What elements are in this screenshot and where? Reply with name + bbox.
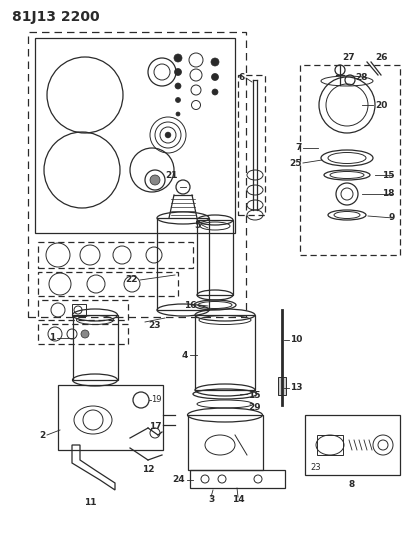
Bar (188, 415, 263, 470)
Bar (305, 415, 400, 475)
Bar (72, 304, 86, 316)
Bar (278, 377, 286, 395)
Circle shape (150, 175, 160, 185)
Circle shape (165, 132, 171, 138)
Bar (300, 65, 400, 255)
Text: 23: 23 (310, 463, 321, 472)
Bar (35, 38, 235, 233)
Bar (238, 75, 265, 215)
Circle shape (81, 330, 89, 338)
Text: 7: 7 (296, 143, 302, 152)
Circle shape (212, 89, 218, 95)
Bar (157, 218, 209, 310)
Bar (28, 32, 246, 317)
Circle shape (174, 54, 182, 62)
Circle shape (175, 69, 182, 76)
Text: 14: 14 (232, 496, 244, 505)
Bar (73, 315, 118, 380)
Bar (197, 220, 233, 295)
Bar (195, 315, 255, 390)
Circle shape (175, 83, 181, 89)
Bar (38, 242, 193, 268)
Text: 4: 4 (182, 351, 188, 359)
Text: 6: 6 (239, 72, 245, 82)
Bar (317, 435, 343, 455)
Bar (38, 272, 178, 296)
Circle shape (211, 58, 219, 66)
Text: 23: 23 (148, 320, 161, 329)
Text: 26: 26 (375, 53, 388, 62)
Text: 15: 15 (248, 391, 261, 400)
Text: 22: 22 (125, 276, 138, 285)
Text: 24: 24 (172, 475, 185, 484)
Text: 5: 5 (194, 221, 200, 230)
Text: 9: 9 (389, 214, 395, 222)
Text: 19: 19 (151, 395, 162, 405)
Text: 25: 25 (289, 158, 302, 167)
Text: 12: 12 (142, 465, 154, 474)
Circle shape (175, 98, 180, 102)
Text: 16: 16 (185, 301, 197, 310)
Text: 11: 11 (84, 498, 96, 507)
Text: 1: 1 (49, 334, 55, 343)
Text: 2: 2 (39, 431, 45, 440)
Text: 17: 17 (149, 422, 161, 431)
Text: 20: 20 (375, 101, 388, 109)
Text: 18: 18 (383, 190, 395, 198)
Text: 3: 3 (208, 496, 214, 505)
Bar (38, 324, 128, 344)
Circle shape (176, 112, 180, 116)
Text: 27: 27 (342, 53, 355, 62)
Text: 29: 29 (248, 403, 261, 413)
Bar (58, 385, 163, 450)
Text: 13: 13 (290, 384, 302, 392)
Text: 10: 10 (290, 335, 302, 344)
Text: 8: 8 (349, 480, 355, 489)
Text: 15: 15 (383, 171, 395, 180)
Text: 28: 28 (355, 74, 367, 83)
Bar (38, 300, 128, 320)
Text: 81J13 2200: 81J13 2200 (12, 10, 99, 24)
Bar (190, 470, 285, 488)
Text: 21: 21 (165, 171, 178, 180)
Circle shape (212, 74, 219, 80)
